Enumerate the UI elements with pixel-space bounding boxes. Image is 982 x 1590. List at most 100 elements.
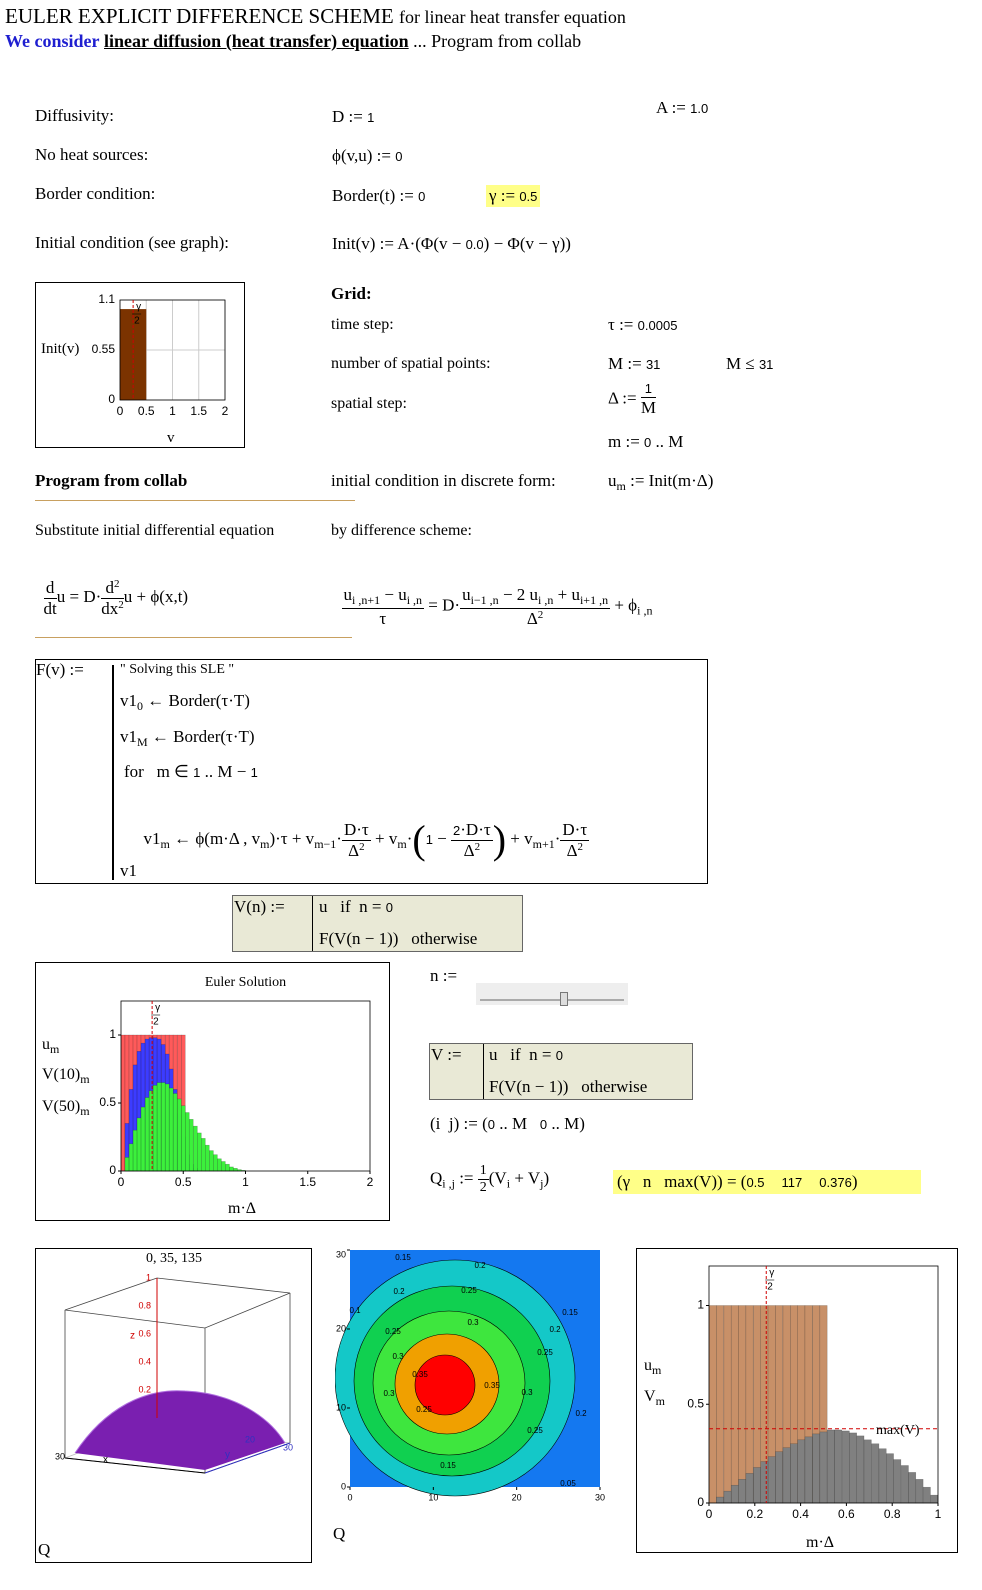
chart-frame [35,962,390,1221]
text: + u [553,585,580,605]
text: m·Δ [806,1534,835,1551]
text: v1 [120,861,137,880]
bar [745,1473,754,1504]
text: .. M − [200,762,251,781]
x-tick-label: 0.8 [884,1507,901,1521]
program-line: v1M ← Border(τ·T) [120,727,255,749]
text: m [260,837,270,852]
text: 2 [359,840,365,853]
def-gamma: γ := 0.5 [486,185,541,208]
x-tick-label: 1 [169,404,176,418]
bar [120,1034,126,1172]
text: Border(t) := [332,186,419,205]
bar [885,1453,894,1504]
text: u [608,471,617,490]
text: 0 [555,1048,563,1063]
text: i ,n+1 [352,593,381,608]
text: · [336,829,342,849]
text: 0.5 [746,1175,765,1190]
text: time step: [331,316,394,333]
text: n := [430,966,458,985]
x-tick-label: 0.2 [746,1507,763,1521]
text: u [42,1036,50,1053]
contour-label: 0.15 [440,1461,456,1470]
series-label: um [644,1356,661,1377]
text: u [489,1045,498,1064]
z-tick-label: 0.6 [138,1328,151,1338]
marker-label: γ [136,302,141,313]
text: · [554,829,561,849]
text: m−1 [314,837,337,852]
bar [723,1490,732,1504]
y-tick-label: 30 [283,1442,293,1452]
bar [708,1305,717,1504]
text: Q [430,1168,443,1188]
plot-frame [119,299,226,401]
bar [197,1132,202,1172]
text: ← Border(τ·T) [147,727,255,746]
final-chart: 0 0.5 1 0 0.2 0.4 0.6 0.8 1 γ 2 max(V) [636,1248,958,1553]
text: u = D· [56,587,102,607]
bar [856,1435,865,1504]
bar [217,1158,222,1172]
text: D := [332,107,368,126]
text: i+1 ,n [579,593,609,608]
surface-chart: 0, 35, 135 0.2 0.4 0.6 0.8 1 z x y 30 20 30 Q [35,1248,312,1563]
series-label: V(10)m [42,1065,90,1086]
text: 1 [250,765,258,780]
text: otherwise [411,929,478,948]
bar [184,1112,190,1172]
text: n = [529,1045,556,1064]
text: ·D·τ [460,820,491,840]
slider-thumb[interactable] [560,992,568,1006]
text: 0 [418,189,426,204]
contour-label: 0.25 [527,1426,543,1435]
bar [753,1467,762,1504]
slider[interactable] [476,983,628,1006]
text: 0 [644,435,652,450]
text: M ≤ [726,354,759,373]
bar [922,1486,931,1504]
bar [213,1154,218,1172]
chart-frame [35,1248,312,1563]
text: m·Δ [228,1200,257,1217]
text: D·τ [341,820,371,841]
ode: d dt u = D· d2 dx2 u + ϕ(x,t) [35,558,188,639]
contour-label: 0.2 [549,1325,561,1334]
bar [797,1439,806,1504]
text: .. M) [547,1114,585,1133]
text: d [43,578,57,599]
marker-label: 2 [134,316,140,327]
def-init: Init(v) := A·(Φ(v − 0.0) − Φ(v − γ)) [332,234,571,254]
axis-label: x [103,1455,108,1466]
bar [760,1461,769,1504]
title-line: EULER EXPLICIT DIFFERENCE SCHEME for lin… [5,4,626,29]
bar [930,1494,939,1504]
text: spatial step: [331,395,407,412]
text: · [406,829,413,849]
y-tick-label: 0.5 [99,1095,116,1109]
text: m := [608,432,645,451]
bar [790,1443,798,1504]
text: + ϕ [610,595,638,615]
text: initial condition in discrete form: [331,471,556,490]
text: dx [101,598,119,618]
text: m [397,837,407,852]
bar [804,1436,813,1504]
text: by difference scheme: [331,522,472,539]
max-label: max(V) [876,1423,920,1438]
text: ) − Φ(v − γ)) [483,234,571,253]
text: 0.0 [465,237,484,252]
bar [229,1166,234,1172]
text: 1 [640,381,656,398]
surface [75,1390,285,1470]
text: 1 [477,1163,489,1181]
text: := Init(m·Δ) [625,471,714,490]
text: )·τ + v [269,829,315,849]
text: 31 [645,357,661,372]
z-tick-label: 0.4 [138,1356,151,1366]
bar [775,1451,783,1504]
text: 0 [137,699,143,713]
bar [834,1429,843,1504]
